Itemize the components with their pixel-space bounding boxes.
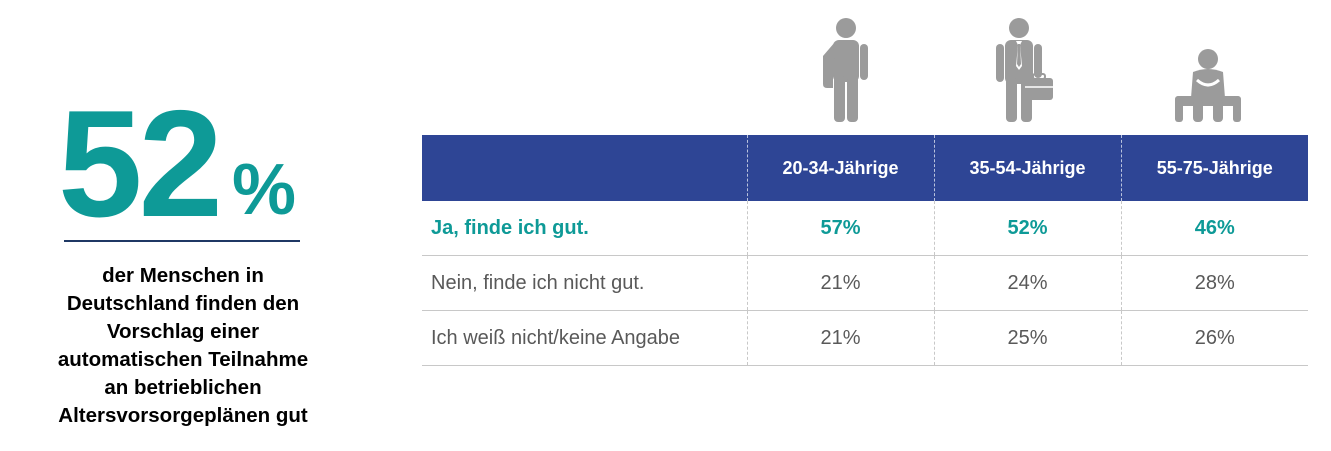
young-person-with-bag-icon	[823, 18, 868, 122]
table-header-row: 20-34-Jährige 35-54-Jährige 55-75-Jährig…	[422, 135, 1308, 201]
headline-stat: 52 % der Menschen in Deutschland finden …	[0, 0, 370, 451]
row-label: Ja, finde ich gut.	[422, 201, 747, 256]
header-cell-age-35-54: 35-54-Jährige	[933, 135, 1121, 201]
businessman-with-briefcase-icon	[996, 18, 1053, 122]
cell-value: 24%	[933, 255, 1121, 311]
table-row: Ja, finde ich gut. 57% 52% 46%	[422, 201, 1308, 256]
stat-description: der Menschen in Deutschland finden den V…	[57, 264, 309, 427]
stat-percent-sign: %	[232, 150, 297, 230]
stat-number: 52	[58, 79, 223, 249]
table-row: Nein, finde ich nicht gut. 21% 24% 28%	[422, 255, 1308, 311]
cell-value: 46%	[1120, 201, 1308, 256]
cell-value: 26%	[1120, 310, 1308, 366]
cell-value: 52%	[933, 201, 1121, 256]
survey-results-table: 20-34-Jährige 35-54-Jährige 55-75-Jährig…	[422, 135, 1308, 366]
stat-divider	[64, 240, 300, 242]
header-cell-age-55-75: 55-75-Jährige	[1120, 135, 1308, 201]
header-cell-age-20-34: 20-34-Jährige	[746, 135, 934, 201]
seated-older-person-icon	[1175, 49, 1241, 122]
cell-value: 21%	[746, 310, 934, 366]
header-cell-row-label	[422, 135, 747, 201]
row-label: Ich weiß nicht/keine Angabe	[422, 310, 747, 366]
cell-value: 25%	[933, 310, 1121, 366]
cell-value: 57%	[746, 201, 934, 256]
cell-value: 21%	[746, 255, 934, 311]
row-label: Nein, finde ich nicht gut.	[422, 255, 747, 311]
table-row: Ich weiß nicht/keine Angabe 21% 25% 26%	[422, 310, 1308, 366]
cell-value: 28%	[1120, 255, 1308, 311]
